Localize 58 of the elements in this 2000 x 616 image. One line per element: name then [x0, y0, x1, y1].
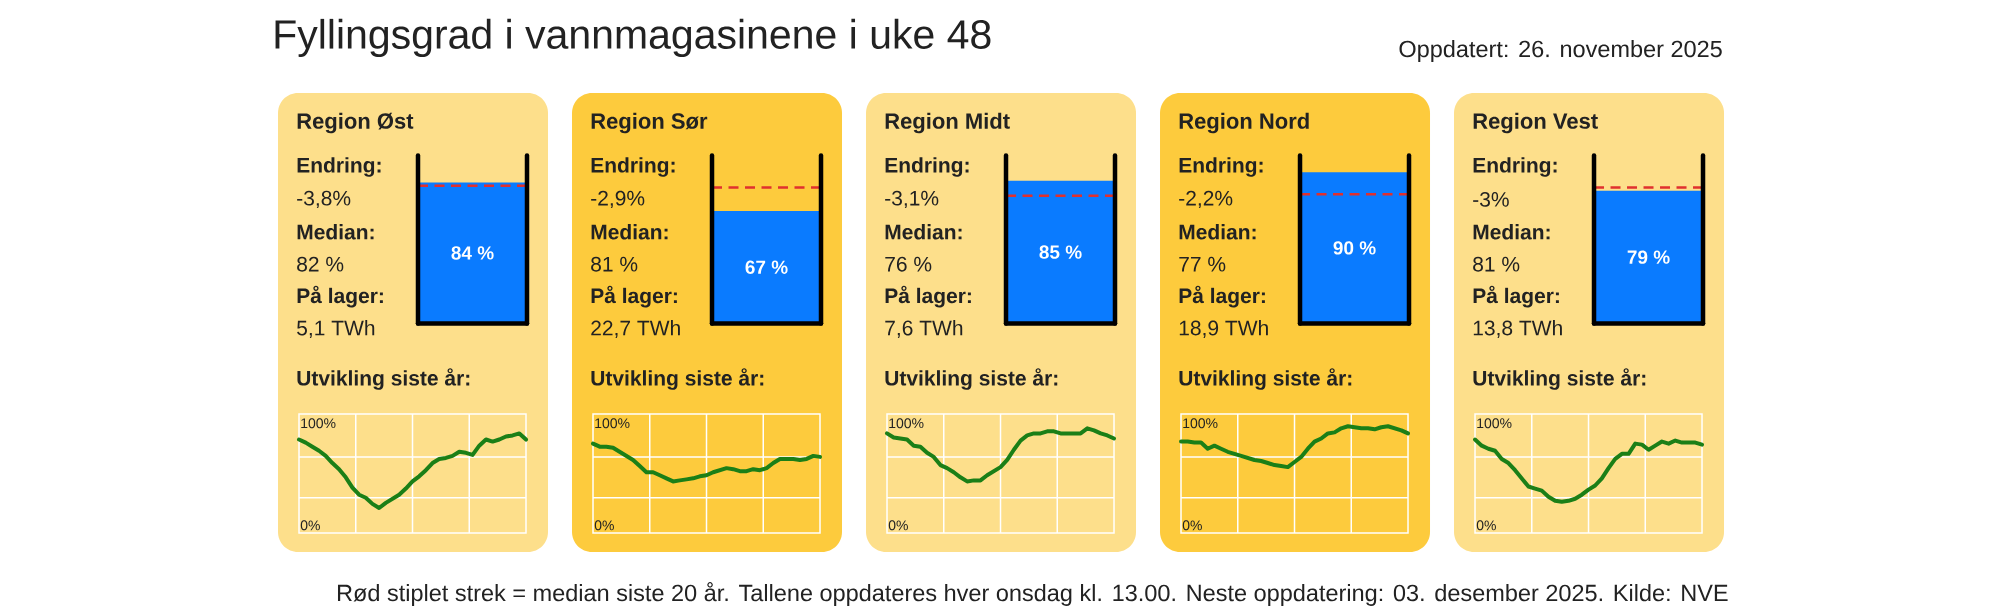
text: Endring: — [885, 157, 969, 177]
text: Fyllingsgrad i vannmagasinene i uke 48 — [275, 18, 991, 58]
chart-title: Region Nord — [1179, 112, 1309, 134]
text: Median: — [1473, 224, 1550, 240]
text: 76 % — [885, 256, 932, 272]
text: -3,8% — [297, 190, 351, 209]
text: 7,6 TWh — [885, 320, 963, 338]
text: Median: — [591, 224, 668, 240]
data-label: 90 % — [1333, 241, 1376, 255]
y-tick-label: 0% — [300, 520, 320, 531]
y-tick-label: 0% — [1182, 520, 1202, 531]
y-tick-label: 100% — [1183, 418, 1218, 429]
chart-title: Utvikling siste år: — [591, 368, 764, 390]
text: Endring: — [591, 157, 675, 177]
chart-title: Region Vest — [1473, 112, 1598, 134]
text: Endring: — [1473, 157, 1557, 177]
text: 81 % — [1473, 256, 1520, 272]
text: Median: — [1179, 224, 1256, 240]
chart-title: Utvikling siste år: — [297, 368, 470, 390]
chart-title: Region Midt — [885, 112, 1010, 134]
text: På lager: — [297, 285, 383, 308]
y-tick-label: 0% — [888, 520, 908, 531]
data-label: 84 % — [451, 246, 494, 260]
text: 18,9 TWh — [1179, 320, 1268, 338]
text: -2,2% — [1179, 190, 1233, 209]
chart-title: Utvikling siste år: — [1473, 368, 1646, 390]
text: Oppdatert: 26. november 2025 — [1399, 40, 1722, 62]
text: 5,1 TWh — [297, 320, 375, 338]
text: 81 % — [591, 256, 638, 272]
text: Endring: — [1179, 157, 1263, 177]
text: -2,9% — [591, 190, 645, 209]
y-tick-label: 100% — [301, 418, 336, 429]
chart-title: Region Øst — [297, 112, 414, 134]
chart-title: Region Sør — [591, 112, 708, 134]
text: 22,7 TWh — [591, 320, 680, 338]
data-label: 67 % — [745, 260, 788, 274]
text: 13,8 TWh — [1473, 320, 1562, 338]
text: Median: — [885, 224, 962, 240]
text: Rød stiplet strek = median siste 20 år. Tallene oppdateres hver onsdag kl. 13.00. Neste oppdatering: 03. desember 2025. Kilde: NVE — [337, 582, 1728, 606]
y-tick-label: 0% — [1476, 520, 1496, 531]
data-label: 79 % — [1627, 250, 1670, 264]
y-tick-label: 100% — [889, 418, 924, 429]
text: På lager: — [591, 285, 677, 308]
y-tick-label: 100% — [595, 418, 630, 429]
text: På lager: — [885, 285, 971, 308]
text: -3,1% — [885, 190, 939, 209]
y-tick-label: 0% — [594, 520, 614, 531]
chart-title: Utvikling siste år: — [1179, 368, 1352, 390]
text: 82 % — [297, 256, 344, 272]
chart-title: Utvikling siste år: — [885, 368, 1058, 390]
text: Median: — [297, 224, 374, 240]
text: 77 % — [1179, 256, 1226, 272]
text: På lager: — [1473, 285, 1559, 308]
text: Endring: — [297, 157, 381, 177]
data-label: 85 % — [1039, 245, 1082, 259]
y-tick-label: 100% — [1477, 418, 1512, 429]
text: -3% — [1473, 191, 1509, 207]
text: På lager: — [1179, 285, 1265, 308]
